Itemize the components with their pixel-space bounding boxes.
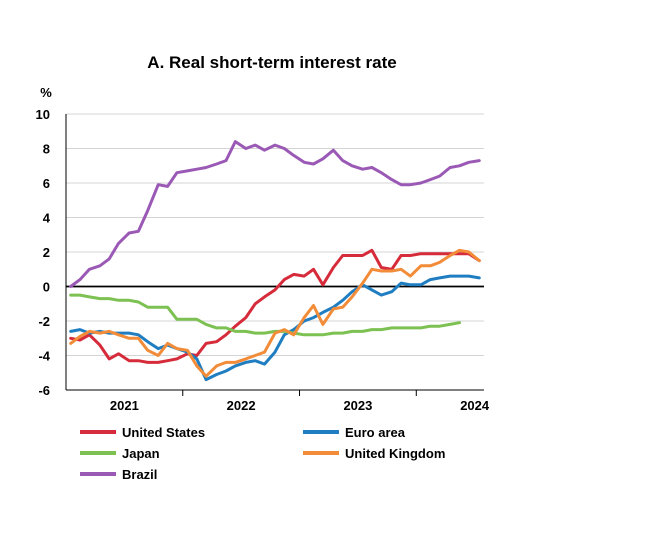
y-tick-label: 0 — [43, 280, 50, 295]
y-tick-label: 6 — [43, 176, 50, 191]
x-tick-label: 2023 — [343, 398, 372, 413]
y-axis-ticks: 10 8 6 4 2 0 -2 -4 -6 — [36, 107, 51, 398]
series-line-united-kingdom — [69, 248, 481, 378]
legend-label-japan: Japan — [122, 446, 160, 461]
y-axis-unit-label: % — [40, 85, 52, 100]
y-tick-label: -6 — [38, 383, 50, 398]
legend-label-united-states: United States — [122, 425, 205, 440]
series-line-united-states — [69, 248, 481, 364]
y-tick-label: 10 — [36, 107, 50, 122]
chart-title: A. Real short-term interest rate — [147, 53, 396, 72]
x-tick-label: 2024 — [460, 398, 490, 413]
series-line-japan — [69, 293, 461, 337]
series-line-brazil — [69, 140, 481, 288]
gridlines — [66, 113, 484, 391]
y-tick-label: 8 — [43, 142, 50, 157]
axes — [65, 114, 484, 396]
y-tick-label: -2 — [38, 314, 50, 329]
legend: United States Euro area Japan United Kingdo… — [80, 425, 445, 482]
series-line-euro-area — [69, 274, 481, 382]
x-axis-ticks: 2021 2022 2023 2024 — [110, 398, 490, 413]
y-tick-label: 2 — [43, 245, 50, 260]
legend-label-euro-area: Euro area — [345, 425, 406, 440]
x-tick-label: 2021 — [110, 398, 139, 413]
y-tick-label: 4 — [43, 211, 51, 226]
legend-label-brazil: Brazil — [122, 467, 157, 482]
y-tick-label: -4 — [38, 349, 50, 364]
legend-label-united-kingdom: United Kingdom — [345, 446, 445, 461]
series-lines — [69, 140, 481, 382]
x-tick-label: 2022 — [227, 398, 256, 413]
